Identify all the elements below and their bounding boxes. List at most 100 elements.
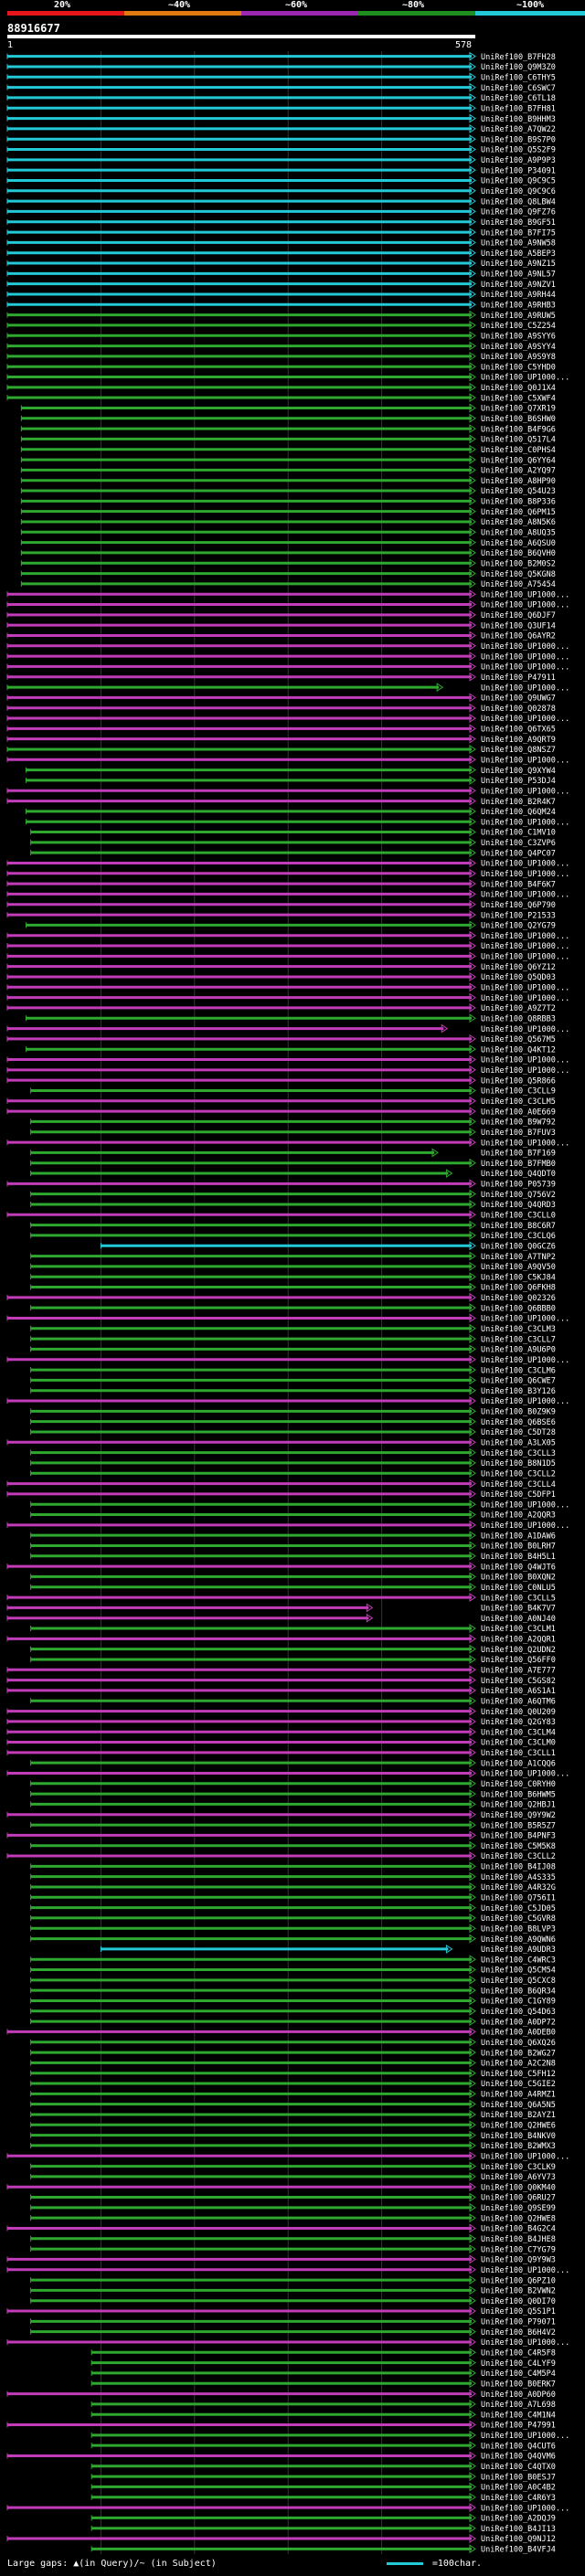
hit-label[interactable]: UniRef100_A9P9P3 bbox=[481, 156, 556, 165]
hit-label[interactable]: UniRef100_Q6AYR2 bbox=[481, 632, 556, 641]
hit-label[interactable]: UniRef100_A0NJ40 bbox=[481, 1615, 556, 1624]
hit-label[interactable]: UniRef100_C3CLM3 bbox=[481, 1325, 556, 1334]
hit-label[interactable]: UniRef100_Q9C9C5 bbox=[481, 177, 556, 186]
hit-label[interactable]: UniRef100_Q9XYW4 bbox=[481, 767, 556, 776]
hit-label[interactable]: UniRef100_Q54D63 bbox=[481, 2008, 556, 2017]
hit-label[interactable]: UniRef100_C6SWC7 bbox=[481, 84, 556, 93]
hit-label[interactable]: UniRef100_UP1000... bbox=[481, 652, 569, 662]
hit-label[interactable]: UniRef100_UP1000... bbox=[481, 787, 569, 796]
hit-label[interactable]: UniRef100_A9NW58 bbox=[481, 239, 556, 249]
hit-label[interactable]: UniRef100_UP1000... bbox=[481, 1521, 569, 1531]
hit-label[interactable]: UniRef100_A1CQQ6 bbox=[481, 1759, 556, 1768]
hit-label[interactable]: UniRef100_Q5R866 bbox=[481, 1076, 556, 1086]
hit-label[interactable]: UniRef100_A6QTM6 bbox=[481, 1697, 556, 1706]
hit-label[interactable]: UniRef100_Q9Y9W2 bbox=[481, 1811, 556, 1820]
hit-label[interactable]: UniRef100_C0PHS4 bbox=[481, 446, 556, 455]
hit-label[interactable]: UniRef100_B9HHM3 bbox=[481, 115, 556, 124]
hit-label[interactable]: UniRef100_Q517L4 bbox=[481, 436, 556, 445]
hit-label[interactable]: UniRef100_A0DP60 bbox=[481, 2390, 556, 2400]
hit-label[interactable]: UniRef100_A9QWN6 bbox=[481, 1935, 556, 1945]
hit-label[interactable]: UniRef100_B2R4K7 bbox=[481, 798, 556, 807]
hit-label[interactable]: UniRef100_C3CLL2 bbox=[481, 1852, 556, 1861]
hit-label[interactable]: UniRef100_B7F169 bbox=[481, 1150, 556, 1159]
hit-label[interactable]: UniRef100_UP1000... bbox=[481, 374, 569, 383]
hit-label[interactable]: UniRef100_B7FI75 bbox=[481, 228, 556, 238]
hit-label[interactable]: UniRef100_UP1000... bbox=[481, 601, 569, 610]
hit-label[interactable]: UniRef100_B0Z9K9 bbox=[481, 1408, 556, 1417]
hit-label[interactable]: UniRef100_Q0J1X4 bbox=[481, 384, 556, 393]
hit-label[interactable]: UniRef100_C0NLU5 bbox=[481, 1584, 556, 1593]
hit-label[interactable]: UniRef100_A9UDR3 bbox=[481, 1945, 556, 1955]
hit-label[interactable]: UniRef100_C3CLQ6 bbox=[481, 1232, 556, 1241]
hit-label[interactable]: UniRef100_C3CLL9 bbox=[481, 1087, 556, 1097]
hit-label[interactable]: UniRef100_C5Z254 bbox=[481, 322, 556, 331]
hit-label[interactable]: UniRef100_Q6DJF7 bbox=[481, 611, 556, 620]
hit-label[interactable]: UniRef100_Q2HBJ1 bbox=[481, 1801, 556, 1810]
hit-label[interactable]: UniRef100_Q4PC07 bbox=[481, 849, 556, 858]
hit-label[interactable]: UniRef100_B4F9G6 bbox=[481, 425, 556, 434]
hit-label[interactable]: UniRef100_UP1000... bbox=[481, 1139, 569, 1148]
hit-label[interactable]: UniRef100_A9NL57 bbox=[481, 270, 556, 280]
hit-label[interactable]: UniRef100_UP1000... bbox=[481, 891, 569, 900]
hit-label[interactable]: UniRef100_Q6BSE6 bbox=[481, 1418, 556, 1427]
hit-label[interactable]: UniRef100_B4IJ08 bbox=[481, 1863, 556, 1872]
hit-label[interactable]: UniRef100_UP1000... bbox=[481, 1066, 569, 1076]
hit-label[interactable]: UniRef100_Q4WJT6 bbox=[481, 1563, 556, 1572]
hit-label[interactable]: UniRef100_Q2GY83 bbox=[481, 1718, 556, 1727]
hit-label[interactable]: UniRef100_A8N5K6 bbox=[481, 518, 556, 527]
hit-label[interactable]: UniRef100_B6SHW0 bbox=[481, 415, 556, 424]
hit-label[interactable]: UniRef100_Q8LBW4 bbox=[481, 197, 556, 207]
hit-label[interactable]: UniRef100_B5R5Z7 bbox=[481, 1821, 556, 1830]
hit-label[interactable]: UniRef100_A2QQR1 bbox=[481, 1636, 556, 1645]
hit-label[interactable]: UniRef100_C3CLK9 bbox=[481, 2163, 556, 2172]
hit-label[interactable]: UniRef100_UP1000... bbox=[481, 2266, 569, 2275]
hit-label[interactable]: UniRef100_B0ERK7 bbox=[481, 2380, 556, 2389]
hit-label[interactable]: UniRef100_C1MV10 bbox=[481, 829, 556, 838]
hit-label[interactable]: UniRef100_C4R6Y3 bbox=[481, 2494, 556, 2503]
hit-label[interactable]: UniRef100_B6HWM5 bbox=[481, 1790, 556, 1799]
hit-label[interactable]: UniRef100_A8HP90 bbox=[481, 477, 556, 486]
hit-label[interactable]: UniRef100_A0C4B2 bbox=[481, 2484, 556, 2493]
hit-label[interactable]: UniRef100_Q9FZ76 bbox=[481, 208, 556, 217]
hit-label[interactable]: UniRef100_A2DQJ9 bbox=[481, 2515, 556, 2524]
hit-label[interactable]: UniRef100_UP1000... bbox=[481, 1056, 569, 1065]
hit-label[interactable]: UniRef100_A4R32G bbox=[481, 1883, 556, 1892]
hit-label[interactable]: UniRef100_Q4QRD3 bbox=[481, 1201, 556, 1210]
hit-label[interactable]: UniRef100_Q6P790 bbox=[481, 901, 556, 910]
hit-label[interactable]: UniRef100_C3CLM4 bbox=[481, 1728, 556, 1737]
hit-label[interactable]: UniRef100_Q6YZ12 bbox=[481, 963, 556, 972]
hit-label[interactable]: UniRef100_C5DT28 bbox=[481, 1428, 556, 1437]
hit-label[interactable]: UniRef100_B4F6K7 bbox=[481, 880, 556, 889]
hit-label[interactable]: UniRef100_C3CLL3 bbox=[481, 1449, 556, 1458]
hit-label[interactable]: UniRef100_UP1000... bbox=[481, 932, 569, 941]
hit-label[interactable]: UniRef100_A2C2N8 bbox=[481, 2060, 556, 2069]
hit-label[interactable]: UniRef100_B9GF51 bbox=[481, 218, 556, 228]
hit-label[interactable]: UniRef100_A9Z7T2 bbox=[481, 1004, 556, 1013]
hit-label[interactable]: UniRef100_A5BEP3 bbox=[481, 249, 556, 259]
hit-label[interactable]: UniRef100_Q567M5 bbox=[481, 1035, 556, 1044]
hit-label[interactable]: UniRef100_UP1000... bbox=[481, 1315, 569, 1324]
hit-label[interactable]: UniRef100_B8N1D5 bbox=[481, 1459, 556, 1468]
hit-label[interactable]: UniRef100_UP1000... bbox=[481, 2504, 569, 2513]
hit-label[interactable]: UniRef100_Q0KM40 bbox=[481, 2183, 556, 2192]
hit-label[interactable]: UniRef100_B2WMX3 bbox=[481, 2142, 556, 2151]
hit-label[interactable]: UniRef100_A9RH44 bbox=[481, 291, 556, 300]
hit-label[interactable]: UniRef100_Q9NJ12 bbox=[481, 2535, 556, 2544]
hit-label[interactable]: UniRef100_P79071 bbox=[481, 2318, 556, 2327]
hit-label[interactable]: UniRef100_Q5KGN8 bbox=[481, 570, 556, 579]
hit-label[interactable]: UniRef100_Q6BBB0 bbox=[481, 1304, 556, 1313]
hit-label[interactable]: UniRef100_B2VWN2 bbox=[481, 2287, 556, 2296]
hit-label[interactable]: UniRef100_Q5S2F9 bbox=[481, 146, 556, 155]
hit-label[interactable]: UniRef100_Q3UF14 bbox=[481, 621, 556, 631]
hit-label[interactable]: UniRef100_A2YQ97 bbox=[481, 467, 556, 476]
hit-label[interactable]: UniRef100_B8P336 bbox=[481, 498, 556, 507]
hit-label[interactable]: UniRef100_C5DFP1 bbox=[481, 1490, 556, 1500]
hit-label[interactable]: UniRef100_A7E777 bbox=[481, 1666, 556, 1675]
hit-label[interactable]: UniRef100_Q9Y9W3 bbox=[481, 2256, 556, 2265]
hit-label[interactable]: UniRef100_Q4QDT0 bbox=[481, 1170, 556, 1179]
hit-label[interactable]: UniRef100_B7FMB0 bbox=[481, 1160, 556, 1169]
hit-label[interactable]: UniRef100_UP1000... bbox=[481, 1500, 569, 1510]
hit-label[interactable]: UniRef100_C3CLL2 bbox=[481, 1469, 556, 1479]
hit-label[interactable]: UniRef100_B6QVH0 bbox=[481, 549, 556, 558]
hit-label[interactable]: UniRef100_B2M0S2 bbox=[481, 559, 556, 568]
